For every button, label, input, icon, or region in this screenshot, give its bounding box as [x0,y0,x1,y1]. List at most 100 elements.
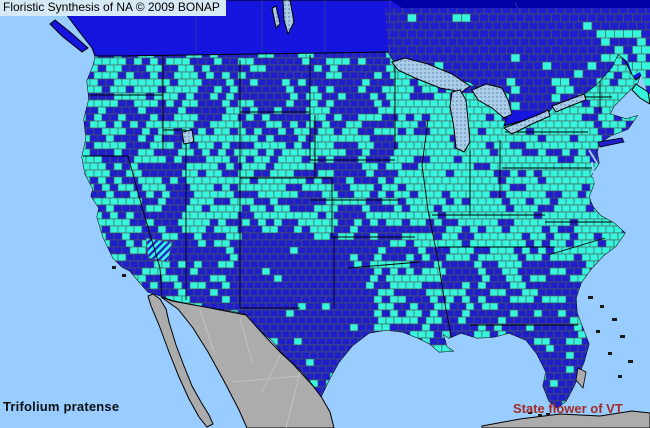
county-cell [524,29,534,39]
county-cell [165,183,175,192]
county-cell [233,148,243,157]
county-cell [381,71,391,80]
county-cell [593,246,603,255]
county-cell [257,92,267,101]
county-cell [241,134,251,143]
county-cell [205,295,215,304]
county-cell [565,253,575,262]
county-cell [373,281,383,290]
county-cell [401,106,411,115]
county-cell [413,225,423,234]
county-cell [161,288,171,297]
county-cell [389,225,399,234]
county-cell [325,253,335,262]
county-cell [309,57,319,66]
county-cell [117,169,127,178]
county-cell [229,197,239,206]
county-cell [474,37,485,47]
county-cell [417,218,427,227]
county-cell [485,267,495,276]
county-cell [197,225,207,234]
county-cell [569,190,579,199]
county-cell [321,218,331,227]
county-cell [393,21,404,31]
county-cell [585,232,595,241]
county-cell [381,225,391,234]
county-cell [549,351,559,360]
county-cell [461,267,471,276]
county-cell [623,45,633,55]
county-cell [321,92,331,101]
county-cell [409,232,419,241]
county-cell [577,260,587,269]
county-cell [553,148,563,157]
county-cell [519,21,530,31]
county-cell [309,169,319,178]
county-cell [129,92,139,101]
county-cell [369,148,379,157]
county-cell [321,288,331,297]
county-cell [519,101,530,111]
county-cell [453,253,463,262]
county-cell [573,113,583,122]
county-cell [129,232,139,241]
county-cell [137,92,147,101]
county-cell [373,141,383,150]
county-cell [249,120,259,129]
county-cell [97,120,107,129]
county-cell [129,120,139,129]
county-cell [377,274,387,283]
county-cell [501,197,511,206]
county-cell [145,106,155,115]
county-cell [573,267,583,276]
county-cell [461,61,471,71]
county-cell [533,267,543,276]
county-cell [461,225,471,234]
county-cell [297,260,307,269]
county-cell [389,141,399,150]
county-cell [205,183,215,192]
county-cell [452,29,462,39]
county-cell [333,169,343,178]
county-cell [569,218,579,227]
county-cell [253,267,263,276]
county-cell [541,267,551,276]
county-cell [309,239,319,248]
county-cell [389,267,399,276]
county-cell [249,288,259,297]
county-cell [417,274,427,283]
county-cell [449,176,459,185]
county-cell [505,232,515,241]
county-cell [555,69,566,79]
county-cell [597,239,607,248]
county-cell [501,53,512,63]
county-cell [309,295,319,304]
county-cell [265,134,275,143]
county-cell [105,232,115,241]
county-cell [161,260,171,269]
county-cell [433,232,443,241]
county-cell [389,183,399,192]
county-cell [488,61,498,71]
county-cell [397,267,407,276]
county-cell [333,281,343,290]
county-cell [273,134,283,143]
county-cell [501,155,511,164]
county-cell [349,57,359,66]
county-cell [341,155,351,164]
county-cell [557,281,567,290]
county-cell [533,45,543,55]
county-cell [545,344,555,353]
county-cell [149,211,159,220]
county-cell [397,169,407,178]
county-cell [417,120,427,129]
county-cell [233,134,243,143]
county-cell [149,113,159,122]
county-cell [474,53,485,63]
county-cell [505,302,515,311]
county-cell [337,92,347,101]
county-cell [445,211,455,220]
county-cell [261,267,271,276]
county-cell [457,218,467,227]
county-cell [313,302,323,311]
